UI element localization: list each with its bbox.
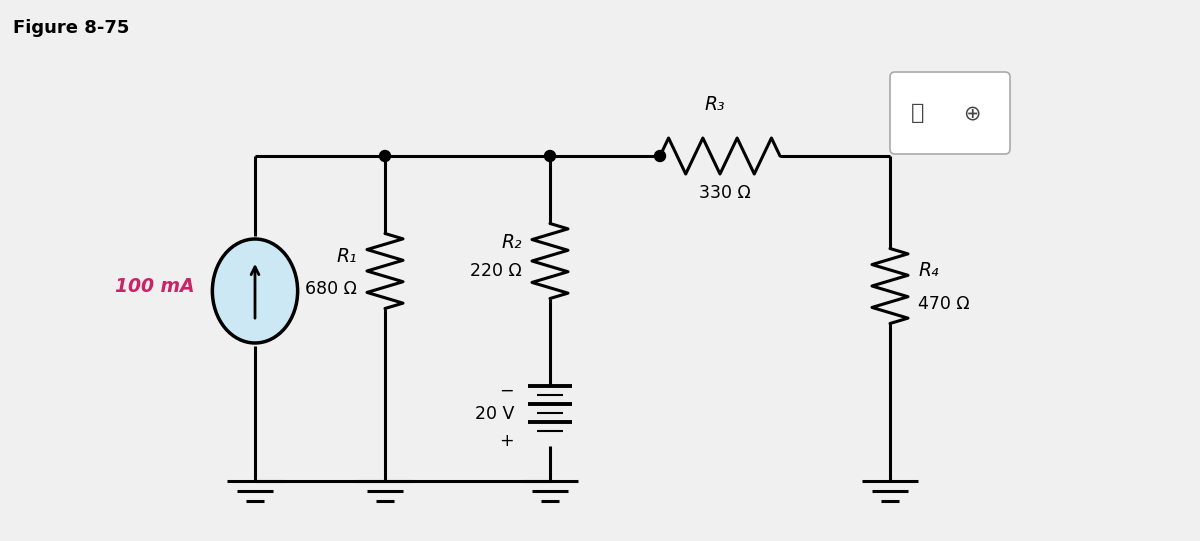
Text: 20 V: 20 V xyxy=(475,405,514,423)
Text: 330 Ω: 330 Ω xyxy=(700,184,751,202)
Circle shape xyxy=(545,150,556,162)
Text: +: + xyxy=(499,432,514,450)
Text: R₃: R₃ xyxy=(704,95,725,114)
FancyBboxPatch shape xyxy=(890,72,1010,154)
Circle shape xyxy=(654,150,666,162)
Ellipse shape xyxy=(212,239,298,343)
Text: R₄: R₄ xyxy=(918,261,938,280)
Text: 220 Ω: 220 Ω xyxy=(470,262,522,280)
Text: 100 mA: 100 mA xyxy=(115,276,194,295)
Text: −: − xyxy=(499,382,514,400)
Text: R₂: R₂ xyxy=(502,234,522,253)
Text: R₁: R₁ xyxy=(336,247,358,266)
Text: 680 Ω: 680 Ω xyxy=(305,280,358,298)
Text: ⊕: ⊕ xyxy=(964,103,980,123)
Text: 470 Ω: 470 Ω xyxy=(918,295,970,313)
Text: Figure 8-75: Figure 8-75 xyxy=(13,19,130,37)
Circle shape xyxy=(379,150,390,162)
Text: ⧉: ⧉ xyxy=(911,103,925,123)
